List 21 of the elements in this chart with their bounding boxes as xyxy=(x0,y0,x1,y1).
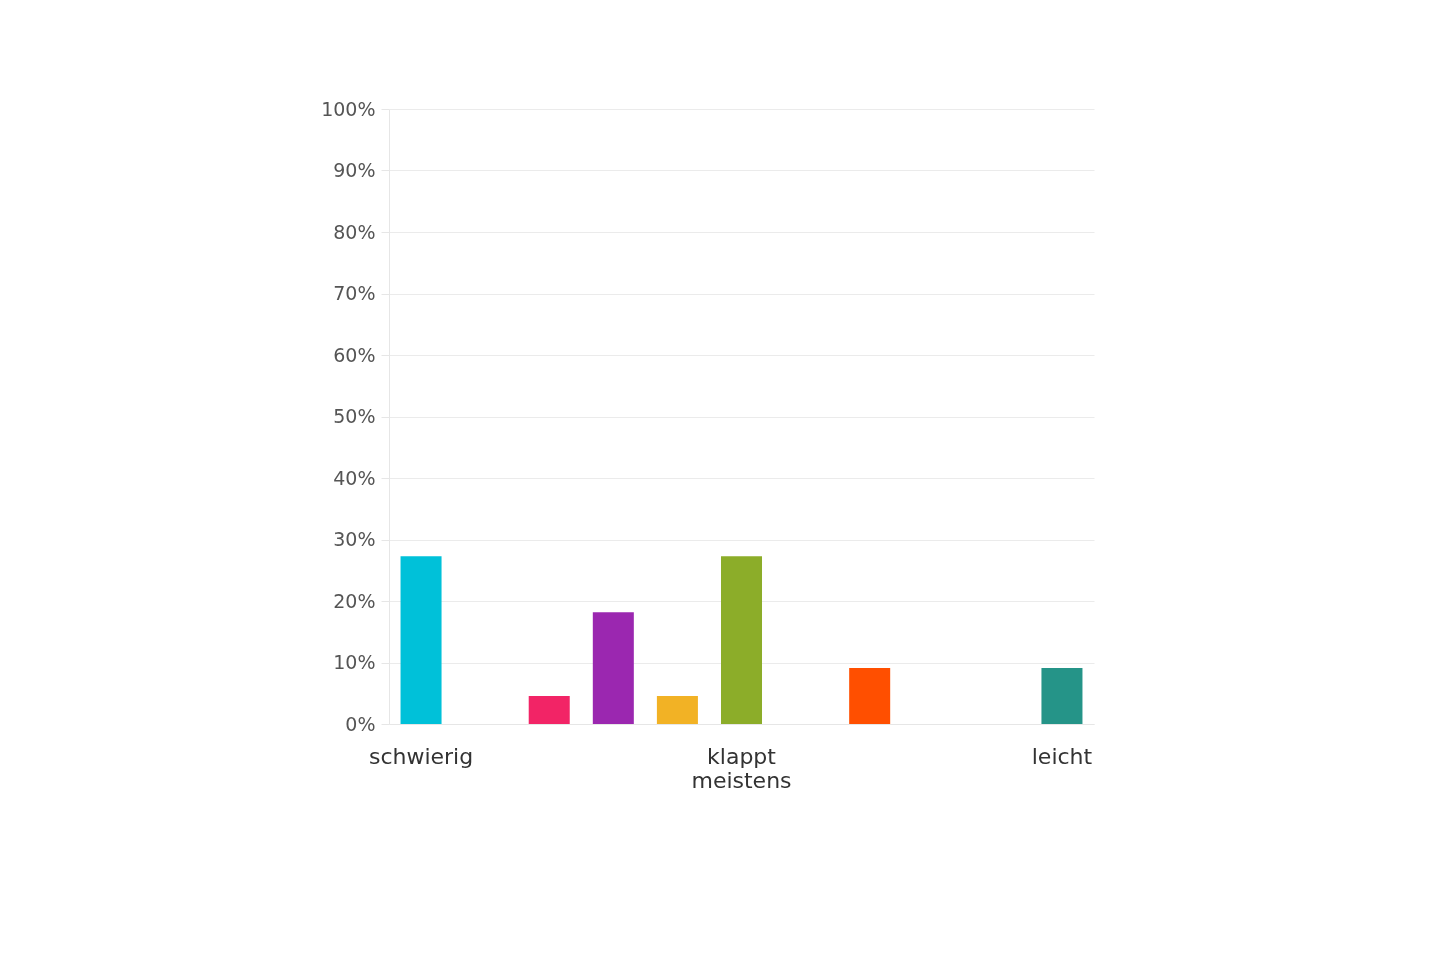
bar xyxy=(656,696,698,724)
bar xyxy=(720,556,763,724)
y-tick-label: 100% xyxy=(321,97,376,120)
x-tick-label: schwierig xyxy=(368,743,474,769)
bar xyxy=(528,696,570,724)
y-tick-label: 20% xyxy=(333,589,376,612)
y-tick-label: 0% xyxy=(345,712,376,735)
y-tick-label: 80% xyxy=(333,220,376,243)
y-tick-label: 40% xyxy=(333,466,376,489)
bar xyxy=(849,668,891,724)
bar xyxy=(592,612,634,724)
y-tick-label: 70% xyxy=(333,282,376,304)
y-tick-label: 50% xyxy=(333,405,376,427)
x-tick-label: leicht xyxy=(1031,743,1093,769)
x-tick-label: klappt meistens xyxy=(691,743,792,793)
bar xyxy=(1041,668,1083,724)
y-tick-label: 60% xyxy=(333,343,376,366)
bar xyxy=(400,556,442,724)
y-tick-label: 90% xyxy=(333,159,376,181)
y-tick-label: 30% xyxy=(333,528,376,550)
y-tick-label: 10% xyxy=(333,651,376,673)
